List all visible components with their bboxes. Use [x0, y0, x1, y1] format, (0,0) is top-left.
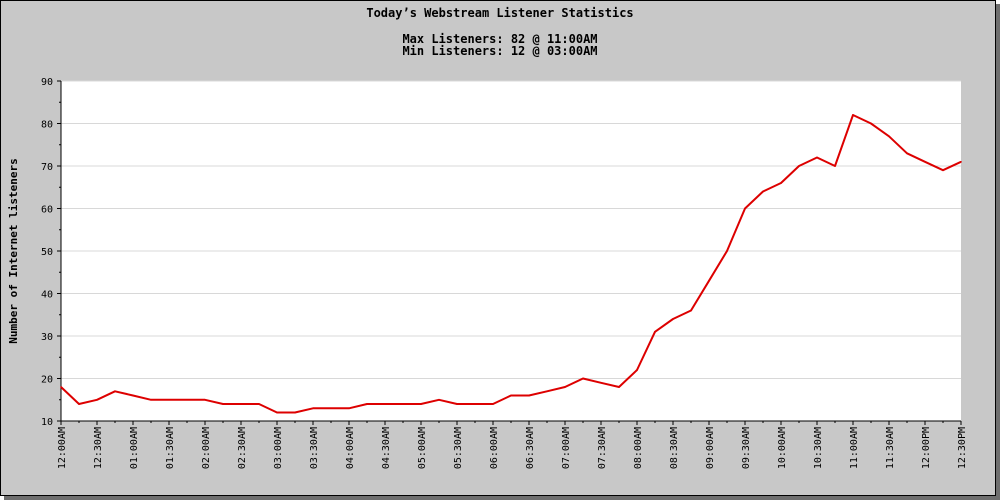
- data-point: [528, 394, 530, 397]
- x-tick-label: 09:30AM: [741, 427, 752, 469]
- data-point: [294, 411, 296, 414]
- axes: [57, 80, 962, 425]
- x-tick-label: 02:00AM: [201, 427, 212, 469]
- data-point: [312, 407, 314, 410]
- data-point: [510, 394, 512, 397]
- y-tick-label: 30: [41, 332, 53, 343]
- x-tick-label: 06:00AM: [489, 427, 500, 469]
- x-tick-label: 05:30AM: [453, 427, 464, 469]
- y-tick-label: 80: [41, 120, 53, 131]
- data-point: [96, 398, 98, 401]
- data-point: [816, 156, 818, 159]
- data-point: [456, 403, 458, 405]
- y-tick-label: 70: [41, 162, 53, 173]
- data-point: [240, 403, 242, 405]
- data-point: [60, 386, 62, 388]
- x-tick-label: 04:00AM: [345, 427, 356, 469]
- grid-lines: [61, 80, 961, 379]
- x-tick-label: 12:30AM: [93, 427, 104, 469]
- x-tick-label: 06:30AM: [525, 427, 536, 469]
- x-tick-label: 10:00AM: [777, 427, 788, 469]
- data-point: [258, 403, 260, 405]
- data-point: [726, 250, 728, 252]
- data-point: [798, 165, 800, 167]
- x-tick-label: 07:00AM: [561, 427, 572, 469]
- x-tick-label: 07:30AM: [597, 427, 608, 469]
- data-point: [942, 169, 944, 172]
- y-tick-label: 40: [41, 290, 53, 301]
- data-point: [780, 182, 782, 184]
- data-point: [132, 394, 134, 397]
- data-point: [870, 122, 872, 125]
- x-tick-label: 09:00AM: [705, 427, 716, 469]
- data-point: [204, 398, 206, 401]
- chart-subtitle-min: Min Listeners: 12 @ 03:00AM: [402, 44, 597, 58]
- chart-subtitle-max: Max Listeners: 82 @ 11:00AM: [402, 32, 597, 46]
- y-tick-label: 20: [41, 375, 53, 386]
- x-tick-label: 11:00AM: [849, 427, 860, 469]
- data-point: [744, 207, 746, 210]
- x-tick-label: 03:30AM: [309, 427, 320, 469]
- data-point: [150, 398, 152, 401]
- x-tick-labels: 12:00AM 12:30AM 01:00AM 01:30AM 02:00AM 02:30…: [57, 427, 968, 469]
- x-tick-label: 01:30AM: [165, 427, 176, 469]
- series-group: [60, 114, 962, 414]
- x-tick-label: 08:30AM: [669, 427, 680, 469]
- x-tick-label: 12:00AM: [57, 427, 68, 469]
- data-point: [492, 403, 494, 405]
- x-tick-label: 01:00AM: [129, 427, 140, 469]
- data-point: [384, 403, 386, 405]
- data-point: [348, 407, 350, 410]
- data-point: [654, 330, 656, 333]
- x-tick-label: 05:00AM: [417, 427, 428, 469]
- y-tick-label: 10: [41, 417, 53, 428]
- data-point: [420, 403, 422, 405]
- data-point: [402, 403, 404, 405]
- data-point: [276, 411, 278, 414]
- data-point: [852, 114, 854, 116]
- data-point: [114, 390, 116, 393]
- x-tick-label: 02:30AM: [237, 427, 248, 469]
- x-tick-label: 11:30AM: [885, 427, 896, 469]
- data-point: [186, 398, 188, 401]
- x-tick-label: 03:00AM: [273, 427, 284, 469]
- data-point: [834, 165, 836, 167]
- y-axis-label: Number of Internet listeners: [7, 158, 20, 343]
- data-point: [762, 190, 764, 193]
- y-tick-label: 50: [41, 247, 53, 258]
- data-point: [906, 152, 908, 155]
- data-point: [888, 135, 890, 138]
- data-point: [618, 386, 620, 388]
- y-tick-label: 60: [41, 205, 53, 216]
- y-tick-labels: 10 20 30 40 50 60 70 80 90: [41, 77, 53, 428]
- data-point: [960, 160, 962, 163]
- data-point: [672, 318, 674, 320]
- chart-title: Today’s Webstream Listener Statistics: [366, 6, 633, 20]
- data-point: [564, 386, 566, 388]
- data-point: [708, 279, 710, 282]
- data-point: [168, 398, 170, 401]
- data-point: [330, 407, 332, 410]
- data-point: [582, 377, 584, 380]
- data-point: [366, 403, 368, 405]
- data-point: [222, 403, 224, 405]
- x-tick-label: 12:30PM: [957, 427, 968, 469]
- x-tick-label: 04:30AM: [381, 427, 392, 469]
- x-tick-label: 08:00AM: [633, 427, 644, 469]
- y-tick-label: 90: [41, 77, 53, 88]
- data-point: [690, 309, 692, 312]
- data-point: [546, 390, 548, 393]
- data-point: [438, 398, 440, 401]
- data-point: [78, 403, 80, 405]
- data-point: [924, 160, 926, 163]
- data-point: [600, 381, 602, 384]
- data-point: [474, 403, 476, 405]
- x-tick-label: 12:00PM: [921, 427, 932, 469]
- data-point: [636, 369, 638, 371]
- x-tick-label: 10:30AM: [813, 427, 824, 469]
